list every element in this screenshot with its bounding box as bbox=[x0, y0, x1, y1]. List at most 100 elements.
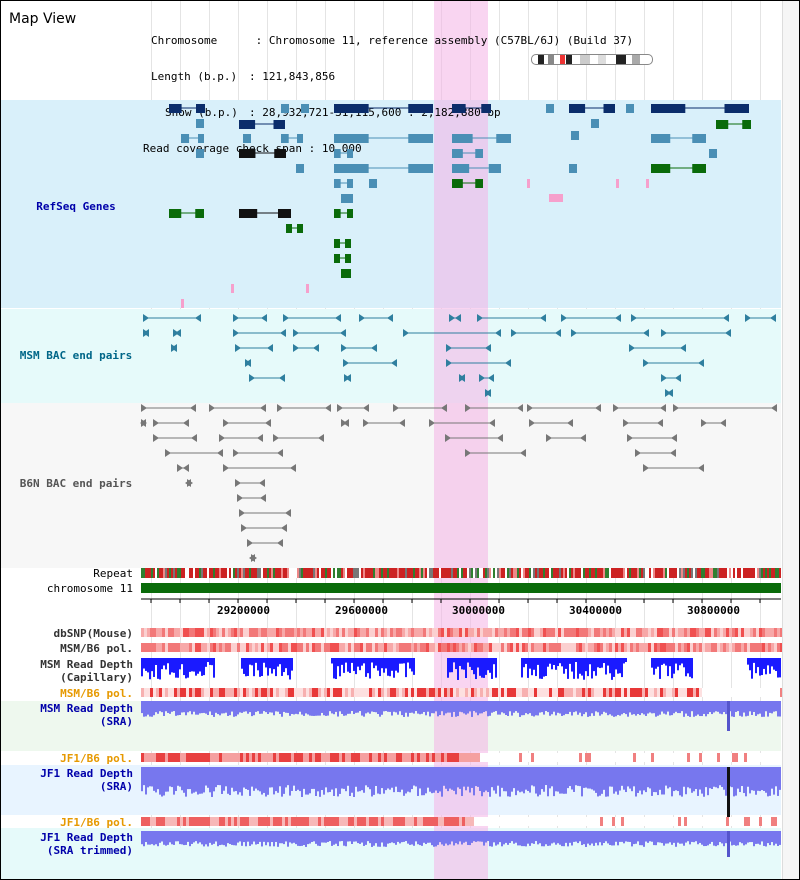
heat-cell bbox=[153, 643, 156, 652]
repeat-stripe bbox=[715, 568, 717, 578]
heat-cell bbox=[216, 628, 219, 637]
depth-bar bbox=[733, 831, 735, 845]
depth-bar bbox=[397, 831, 399, 842]
heat-cell bbox=[711, 753, 714, 762]
heat-cell bbox=[447, 753, 450, 762]
highlight-region[interactable] bbox=[434, 1, 488, 879]
heat-cell bbox=[339, 643, 342, 652]
depth-bar bbox=[261, 831, 263, 847]
b6n-bac-pair-end bbox=[771, 404, 777, 412]
repeat-stripe bbox=[455, 568, 457, 578]
axis-tick: 30400000 bbox=[569, 604, 622, 617]
repeat-stripe bbox=[383, 568, 385, 578]
heat-cell bbox=[453, 643, 456, 652]
depth-bar bbox=[253, 701, 255, 716]
msm-b6-pol-label: MSM/B6 pol. bbox=[60, 642, 133, 655]
depth-bar bbox=[441, 831, 443, 845]
depth-bar bbox=[409, 831, 411, 845]
heat-cell bbox=[405, 643, 408, 652]
heat-cell bbox=[426, 753, 429, 762]
heat-cell bbox=[414, 643, 417, 652]
heat-cell bbox=[363, 628, 366, 637]
vertical-scrollbar[interactable] bbox=[782, 1, 799, 879]
heat-cell bbox=[213, 688, 216, 697]
msm-bac-pair-end bbox=[479, 374, 485, 382]
heat-cell bbox=[348, 628, 351, 637]
heat-cell bbox=[570, 817, 573, 826]
repeat-stripe bbox=[729, 568, 731, 578]
heat-cell bbox=[558, 817, 561, 826]
msm-depth-sra-label: MSM Read Depth (SRA) bbox=[40, 702, 133, 728]
heat-cell bbox=[633, 817, 636, 826]
heat-cell bbox=[591, 643, 594, 652]
repeat-stripe bbox=[403, 568, 405, 578]
msm-bac-pair-end bbox=[571, 329, 577, 337]
repeat-stripe bbox=[757, 568, 759, 578]
repeat-stripe bbox=[307, 568, 309, 578]
depth-bar bbox=[213, 831, 215, 844]
heat-cell bbox=[279, 817, 282, 826]
heat-cell bbox=[747, 688, 750, 697]
depth-bar bbox=[173, 831, 175, 845]
repeat-stripe bbox=[251, 568, 253, 578]
heat-cell bbox=[474, 817, 477, 826]
heat-cell bbox=[240, 753, 243, 762]
depth-bar bbox=[355, 767, 357, 787]
heat-cell bbox=[687, 643, 690, 652]
repeat-stripe bbox=[543, 568, 545, 578]
heat-cell bbox=[756, 628, 759, 637]
heat-cell bbox=[264, 817, 267, 826]
depth-bar bbox=[167, 658, 169, 664]
depth-bar bbox=[605, 831, 607, 842]
heat-cell bbox=[570, 643, 573, 652]
heat-cell bbox=[597, 753, 600, 762]
depth-bar bbox=[535, 701, 537, 716]
depth-bar bbox=[313, 701, 315, 716]
gene-marker bbox=[196, 149, 204, 158]
depth-bar bbox=[525, 658, 527, 664]
axis-tick: 30000000 bbox=[452, 604, 505, 617]
heat-cell bbox=[588, 753, 591, 762]
depth-bar bbox=[367, 831, 369, 842]
depth-bar bbox=[269, 767, 271, 788]
depth-bar bbox=[609, 831, 611, 845]
depth-bar bbox=[183, 701, 185, 713]
depth-bar bbox=[393, 767, 395, 793]
depth-bar bbox=[521, 831, 523, 847]
repeat-stripe bbox=[309, 568, 311, 578]
heat-cell bbox=[639, 643, 642, 652]
depth-bar bbox=[567, 831, 569, 847]
depth-bar bbox=[213, 658, 215, 678]
b6n-bac-pair-end bbox=[140, 419, 146, 427]
chromosome-ideogram[interactable] bbox=[531, 54, 653, 65]
heat-cell bbox=[249, 643, 252, 652]
heat-cell bbox=[651, 753, 654, 762]
depth-bar bbox=[639, 701, 641, 716]
heat-cell bbox=[534, 817, 537, 826]
depth-bar bbox=[283, 658, 285, 673]
heat-cell bbox=[591, 688, 594, 697]
repeat-stripe bbox=[511, 568, 513, 578]
heat-cell bbox=[576, 643, 579, 652]
heat-cell bbox=[264, 688, 267, 697]
heat-cell bbox=[351, 628, 354, 637]
depth-bar bbox=[191, 767, 193, 794]
depth-bar bbox=[323, 767, 325, 795]
depth-bar bbox=[629, 831, 631, 842]
heat-cell bbox=[678, 628, 681, 637]
msm-bac-pair-end bbox=[698, 359, 704, 367]
heat-cell bbox=[486, 688, 489, 697]
depth-bar bbox=[329, 767, 331, 792]
depth-bar bbox=[249, 767, 251, 796]
heat-cell bbox=[690, 753, 693, 762]
depth-bar bbox=[393, 701, 395, 712]
depth-bar bbox=[715, 767, 717, 788]
repeat-stripe bbox=[737, 568, 739, 578]
heat-cell bbox=[255, 688, 258, 697]
depth-bar bbox=[257, 658, 259, 671]
depth-bar bbox=[245, 767, 247, 789]
depth-bar bbox=[377, 831, 379, 847]
heat-cell bbox=[381, 753, 384, 762]
depth-bar bbox=[443, 701, 445, 716]
